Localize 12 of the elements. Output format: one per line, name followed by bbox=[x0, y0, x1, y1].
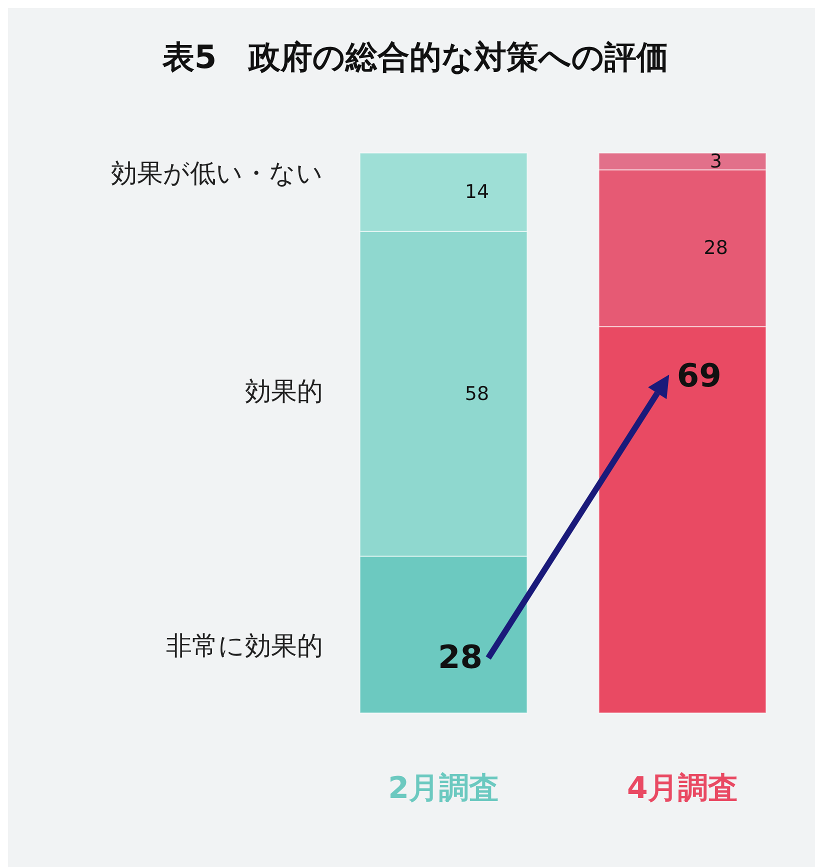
series-label: 非常に効果的 bbox=[166, 632, 323, 662]
chart-title: 表5 政府の総合的な対策への評価 bbox=[161, 38, 669, 76]
data-label: 28 bbox=[438, 638, 483, 676]
data-label: 28 bbox=[704, 237, 728, 260]
data-label: 3 bbox=[710, 150, 722, 172]
data-label: 14 bbox=[464, 181, 490, 204]
data-label: 58 bbox=[464, 382, 490, 405]
x-tick-label: 4月調査 bbox=[627, 771, 738, 806]
series-label: 効果的 bbox=[245, 376, 323, 407]
x-tick-label: 2月調査 bbox=[388, 771, 499, 806]
data-label: 69 bbox=[676, 356, 722, 395]
series-label: 効果が低い・ない bbox=[111, 159, 323, 190]
